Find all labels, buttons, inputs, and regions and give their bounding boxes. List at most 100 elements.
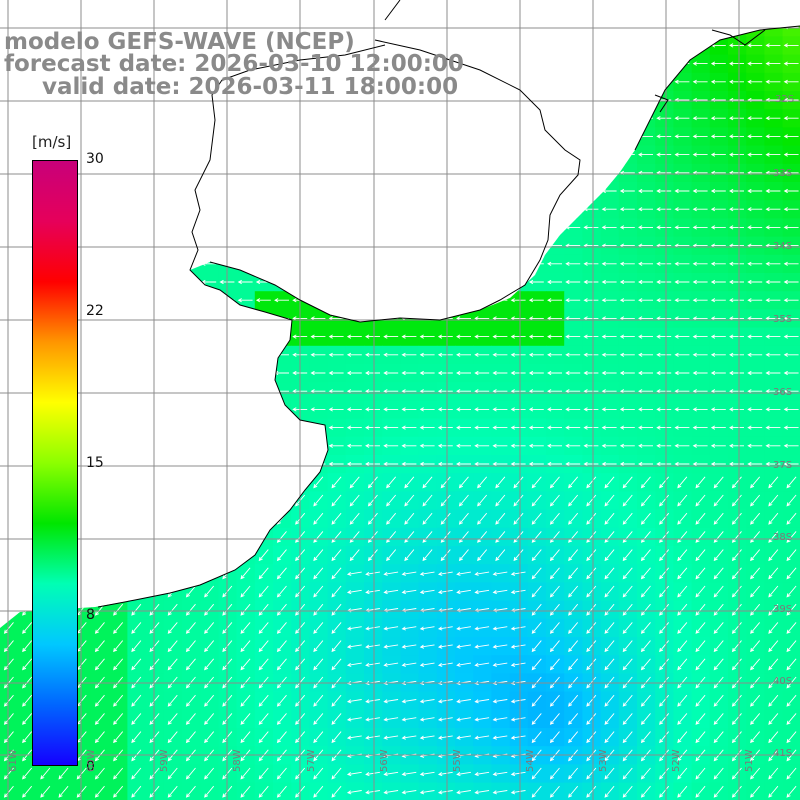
wind-cell bbox=[509, 91, 529, 110]
wind-arrow bbox=[440, 476, 451, 489]
wind-cell bbox=[327, 637, 347, 656]
wind-cell bbox=[655, 655, 674, 674]
wind-cell bbox=[91, 582, 110, 602]
wind-cell bbox=[0, 91, 19, 110]
wind-cell bbox=[709, 655, 729, 674]
wind-cell bbox=[145, 527, 165, 547]
wind-arrow bbox=[22, 585, 33, 598]
wind-arrow bbox=[401, 152, 417, 157]
wind-arrow bbox=[510, 261, 526, 266]
lat-label: 36S bbox=[773, 387, 793, 398]
wind-cell bbox=[691, 600, 711, 620]
wind-arrow bbox=[346, 298, 362, 303]
wind-cell bbox=[655, 618, 674, 638]
wind-cell bbox=[254, 473, 274, 492]
wind-cell bbox=[218, 582, 238, 602]
wind-arrow bbox=[674, 407, 690, 412]
wind-cell bbox=[655, 564, 674, 583]
wind-arrow bbox=[401, 334, 417, 339]
wind-arrow bbox=[185, 603, 196, 616]
wind-arrow bbox=[276, 494, 287, 507]
wind-arrow bbox=[601, 261, 617, 266]
wind-cell bbox=[273, 709, 292, 729]
wind-cell bbox=[600, 728, 620, 747]
wind-arrow bbox=[619, 334, 635, 339]
wind-cell bbox=[436, 291, 456, 310]
wind-cell bbox=[254, 345, 274, 365]
wind-cell bbox=[163, 127, 183, 147]
wind-arrow bbox=[513, 531, 524, 543]
wind-cell bbox=[709, 618, 729, 638]
wind-arrow bbox=[583, 298, 599, 303]
wind-arrow bbox=[185, 785, 196, 798]
wind-cell bbox=[618, 691, 638, 711]
wind-arrow bbox=[437, 188, 453, 194]
wind-arrow bbox=[601, 43, 617, 48]
wind-cell bbox=[600, 637, 620, 656]
wind-cell bbox=[218, 0, 237, 19]
wind-arrow bbox=[201, 334, 217, 339]
wind-cell bbox=[637, 491, 656, 511]
wind-cell bbox=[254, 382, 274, 401]
wind-arrow bbox=[167, 476, 178, 489]
wind-cell bbox=[91, 527, 110, 547]
wind-cell bbox=[109, 109, 128, 128]
wind-cell bbox=[346, 0, 365, 19]
wind-cell bbox=[273, 509, 292, 529]
wind-arrow bbox=[313, 549, 324, 562]
wind-arrow bbox=[92, 207, 107, 212]
wind-cell bbox=[109, 327, 128, 347]
wind-cell bbox=[527, 709, 547, 729]
wind-arrow bbox=[692, 207, 708, 212]
wind-cell bbox=[564, 746, 583, 765]
wind-arrow bbox=[149, 567, 160, 580]
wind-cell bbox=[218, 309, 238, 329]
wind-cell bbox=[127, 145, 147, 165]
wind-arrow bbox=[383, 717, 399, 722]
wind-cell bbox=[364, 109, 383, 128]
wind-cell bbox=[273, 655, 292, 674]
wind-arrow bbox=[365, 389, 380, 394]
wind-cell bbox=[200, 509, 219, 529]
wind-cell bbox=[600, 145, 620, 165]
wind-arrow bbox=[710, 261, 726, 266]
wind-arrow bbox=[619, 261, 635, 266]
wind-arrow bbox=[367, 549, 378, 562]
wind-arrow bbox=[695, 713, 706, 725]
wind-cell bbox=[91, 491, 110, 511]
wind-arrow bbox=[346, 735, 362, 740]
wind-cell bbox=[218, 455, 238, 474]
wind-cell bbox=[382, 182, 401, 201]
wind-arrow bbox=[456, 589, 471, 595]
wind-arrow bbox=[22, 767, 33, 780]
wind-arrow bbox=[204, 512, 215, 525]
wind-arrow bbox=[456, 79, 471, 84]
wind-arrow bbox=[3, 694, 14, 707]
wind-cell bbox=[527, 54, 547, 74]
wind-arrow bbox=[640, 785, 651, 798]
wind-cell bbox=[728, 0, 747, 19]
wind-arrow bbox=[729, 370, 744, 376]
wind-arrow bbox=[274, 116, 289, 121]
wind-cell bbox=[527, 491, 547, 511]
wind-arrow bbox=[383, 298, 399, 303]
wind-arrow bbox=[204, 494, 215, 507]
wind-arrow bbox=[692, 352, 708, 357]
wind-arrow bbox=[313, 585, 324, 598]
wind-cell bbox=[491, 273, 511, 292]
wind-arrow bbox=[164, 443, 180, 448]
wind-arrow bbox=[583, 61, 599, 66]
wind-arrow bbox=[131, 713, 142, 725]
wind-cell bbox=[0, 709, 19, 729]
wind-arrow bbox=[601, 116, 617, 121]
wind-cell bbox=[345, 527, 365, 547]
wind-cell bbox=[600, 600, 620, 620]
wind-arrow bbox=[695, 512, 706, 525]
wind-arrow bbox=[674, 443, 690, 448]
wind-arrow bbox=[258, 731, 269, 744]
wind-arrow bbox=[528, 188, 544, 194]
wind-arrow bbox=[328, 134, 344, 139]
wind-arrow bbox=[185, 658, 196, 671]
wind-cell bbox=[418, 218, 438, 238]
wind-cell bbox=[691, 582, 711, 602]
